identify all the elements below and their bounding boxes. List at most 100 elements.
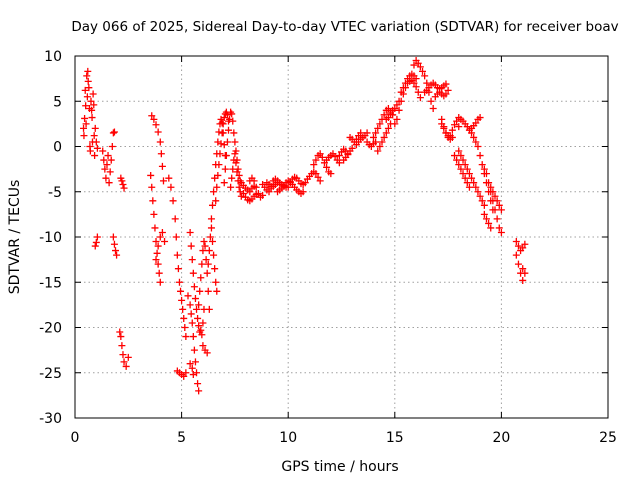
data-point [376,120,384,128]
data-point [482,170,490,178]
data-point [374,124,382,132]
data-point [514,260,522,268]
data-point [369,133,377,141]
data-point [468,174,476,182]
x-tick-label: 5 [177,430,186,446]
data-point [196,287,204,295]
data-point [254,190,262,198]
data-point [148,183,156,191]
data-point [85,84,93,92]
data-point [480,165,488,173]
data-point [495,201,503,209]
data-point [116,328,124,336]
data-point [150,115,158,123]
y-axis-label: SDTVAR / TECUs [7,180,23,295]
data-point [83,72,91,80]
data-point [108,143,116,150]
data-point [344,151,352,159]
data-point [414,59,422,67]
data-point [188,364,196,372]
data-point [459,170,467,178]
data-point [173,251,181,259]
data-point [213,287,221,295]
data-point [87,97,95,105]
data-point [216,150,224,158]
data-points [80,57,529,395]
y-tick-label: 5 [53,94,62,110]
data-point [212,197,220,205]
data-point [393,101,401,109]
data-point [228,174,236,182]
data-point [187,310,195,318]
data-point [497,206,505,214]
data-point [191,295,199,303]
data-point [203,269,211,277]
data-point [80,132,88,140]
data-point [169,197,177,205]
data-point [519,244,527,252]
data-point [318,153,326,161]
data-point [210,251,218,259]
data-point [299,188,307,196]
data-point [167,183,175,191]
data-point [84,67,92,75]
data-point [86,147,94,155]
data-point [104,152,112,160]
data-point [171,215,179,223]
data-point [229,165,237,173]
data-point [348,144,356,152]
data-point [387,110,395,118]
data-point [119,181,127,189]
data-point [182,369,190,377]
data-point [284,183,292,191]
data-point [109,233,117,241]
data-point [495,224,503,232]
data-point [194,314,202,322]
data-point [384,124,392,132]
data-point [198,260,206,268]
data-point [410,79,418,87]
data-point [455,123,463,131]
data-point [152,256,160,264]
data-point [195,301,203,309]
data-point [476,114,484,122]
data-point [215,161,223,169]
data-point [485,219,493,227]
data-point [493,215,501,223]
data-point [478,197,486,205]
data-point [154,242,162,250]
data-point [228,110,236,118]
data-point [482,215,490,223]
data-point [113,251,121,259]
y-tick-label: -10 [39,230,62,246]
data-point [384,104,392,112]
data-point [312,170,320,178]
x-tick-label: 15 [386,430,404,446]
data-point [331,152,339,160]
data-point [213,183,221,191]
y-tick-label: -30 [39,411,62,427]
data-point [316,150,324,158]
data-point [117,333,125,341]
data-point [521,269,529,277]
data-point [120,184,128,192]
data-point [474,143,482,150]
data-point [152,238,160,246]
data-point [220,179,228,187]
data-point [416,63,424,71]
data-point [182,333,190,341]
data-point [229,117,237,125]
data-point [250,177,258,185]
data-point [423,79,431,87]
data-point [198,331,206,339]
data-point [487,183,495,191]
data-point [382,129,390,137]
data-point [148,112,156,120]
data-point [205,305,213,313]
data-point [210,188,218,196]
data-point [197,274,205,282]
data-point [158,228,166,236]
data-point [514,242,522,250]
data-point [223,138,231,146]
data-point [189,333,197,341]
